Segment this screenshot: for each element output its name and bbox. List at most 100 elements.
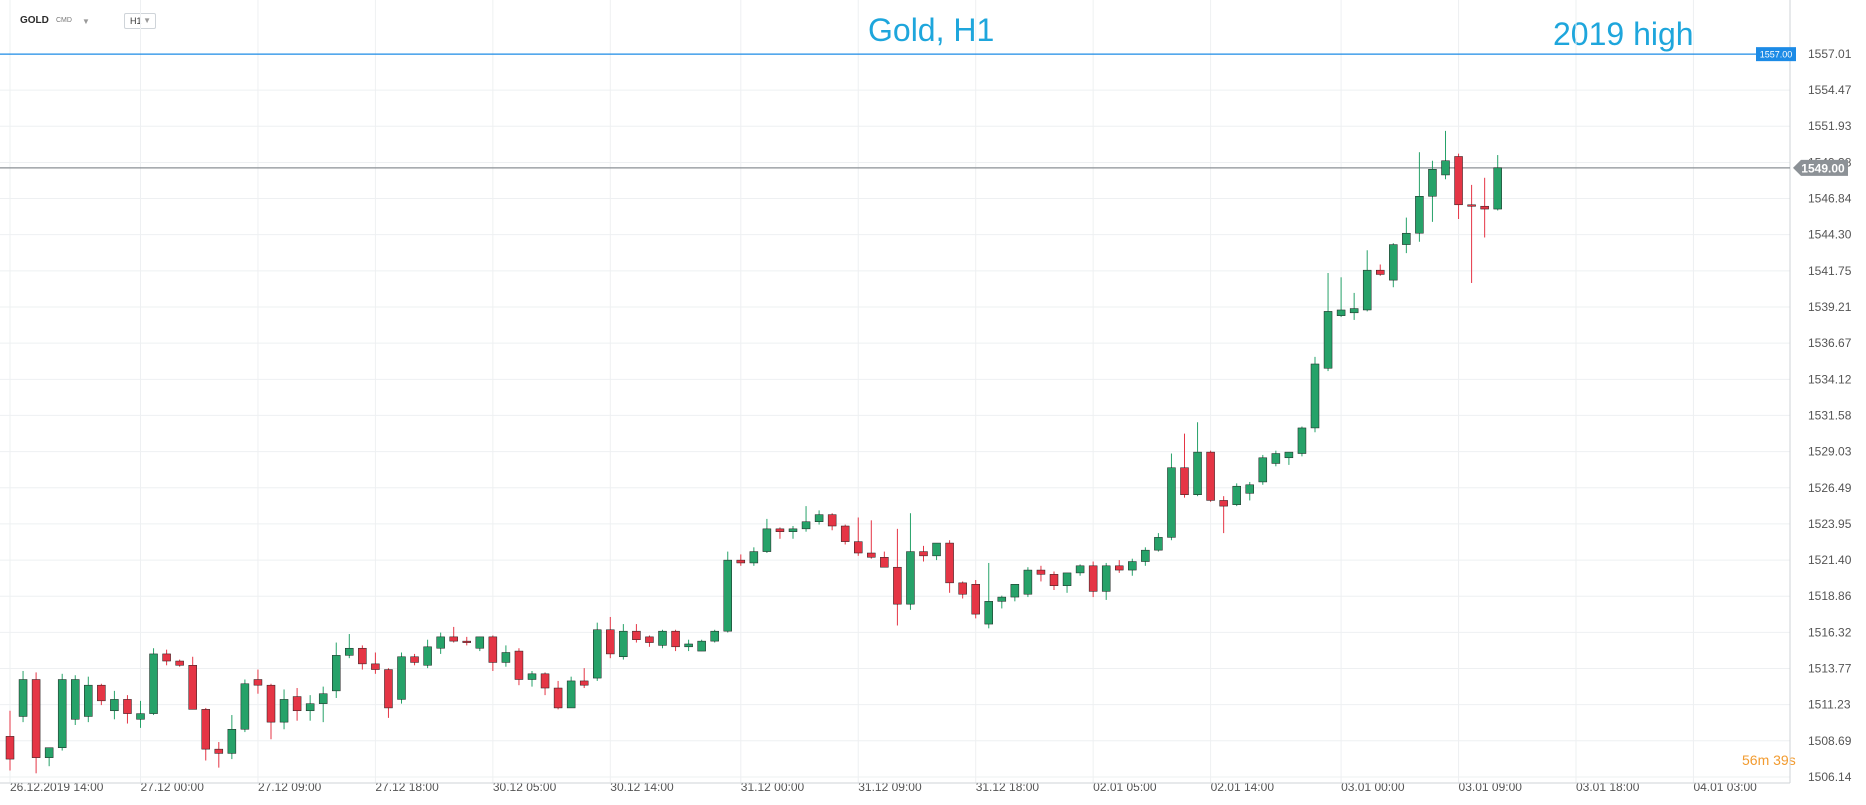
resistance-price-label: 1557.00 [1760, 50, 1793, 60]
x-tick-label: 27.12 09:00 [258, 780, 322, 794]
candle-body [514, 650, 524, 680]
x-tick-label: 31.12 00:00 [741, 780, 805, 794]
candle-body [110, 699, 119, 712]
y-tick-label: 1526.49 [1808, 481, 1852, 495]
x-tick-label: 30.12 05:00 [493, 780, 557, 794]
candle-body [240, 683, 250, 730]
candle-body [619, 630, 628, 658]
candle-body [18, 679, 28, 717]
candle-body [749, 551, 759, 564]
candle-body [71, 679, 80, 720]
candle-body [1480, 205, 1489, 210]
candle-body [462, 640, 471, 643]
asset-class-label[interactable]: CMD [56, 17, 72, 24]
y-tick-label: 1546.84 [1808, 192, 1852, 206]
candle-body [1154, 537, 1163, 551]
x-tick-label: 31.12 09:00 [858, 780, 922, 794]
candle-body [1454, 156, 1463, 206]
candle-body [266, 684, 276, 723]
candle-body [436, 636, 445, 649]
candle-body [880, 557, 889, 568]
chevron-down-icon: ▼ [143, 16, 151, 25]
candle-body [1323, 311, 1333, 369]
candle-body [1349, 308, 1359, 314]
candle-body [736, 559, 746, 564]
candle-body [449, 636, 458, 642]
candle-body [984, 601, 993, 625]
candle-body [553, 687, 563, 709]
candle-body [827, 514, 837, 527]
candle-body [84, 684, 93, 717]
candle-body [775, 528, 785, 532]
candle-body [358, 647, 367, 665]
candle-body [945, 542, 954, 584]
candle-body [1206, 451, 1215, 501]
current-price-label: 1549.00 [1801, 161, 1845, 175]
candle-countdown: 56m 39s [1742, 752, 1796, 768]
candle-body [540, 673, 550, 689]
x-tick-label: 03.01 00:00 [1341, 780, 1405, 794]
candle-body [188, 665, 197, 710]
candle-body [501, 652, 511, 663]
candle-body [893, 566, 902, 605]
candle-body [305, 703, 315, 712]
y-tick-label: 1516.32 [1808, 625, 1852, 639]
candle-body [1310, 363, 1320, 429]
y-tick-label: 1529.03 [1808, 445, 1852, 459]
candle-body [1036, 569, 1046, 575]
candle-body [227, 728, 237, 754]
candle-body [475, 636, 485, 649]
x-tick-label: 02.01 05:00 [1093, 780, 1157, 794]
candle-body [762, 528, 772, 552]
y-tick-label: 1539.21 [1808, 300, 1852, 314]
candle-body [906, 551, 915, 605]
candle-body [5, 736, 15, 760]
candle-body [801, 521, 811, 530]
candle-body [593, 629, 602, 679]
y-tick-label: 1531.58 [1808, 408, 1852, 422]
candle-body [1258, 457, 1268, 483]
candle-body [658, 630, 667, 646]
candle-body [1336, 309, 1346, 316]
y-tick-label: 1521.40 [1808, 553, 1852, 567]
candle-body [345, 647, 354, 656]
symbol-label[interactable]: GOLD [20, 15, 49, 26]
candle-body [1088, 565, 1098, 592]
x-tick-label: 26.12.2019 14:00 [10, 780, 104, 794]
candle-body [1049, 574, 1059, 586]
candle-body [423, 646, 432, 666]
candle-body [971, 584, 980, 615]
candle-body [958, 582, 967, 595]
candle-body [1193, 451, 1202, 495]
x-tick-label: 03.01 18:00 [1576, 780, 1640, 794]
candle-body [1284, 451, 1294, 459]
candle-body [1297, 427, 1307, 454]
candle-body [814, 514, 824, 522]
candle-body [723, 559, 732, 632]
candle-body [1493, 167, 1502, 210]
candle-body [854, 541, 863, 554]
y-tick-label: 1534.12 [1808, 372, 1852, 386]
candle-body [488, 636, 498, 663]
candle-body [1128, 561, 1137, 571]
candle-body [149, 653, 158, 714]
y-tick-label: 1544.30 [1808, 228, 1852, 242]
candle-body [788, 528, 798, 532]
candle-body [123, 699, 132, 714]
candle-body [1101, 565, 1111, 592]
candle-body [292, 696, 302, 712]
x-tick-label: 27.12 00:00 [141, 780, 205, 794]
candle-body [397, 656, 406, 700]
x-tick-label: 04.01 03:00 [1693, 780, 1757, 794]
candle-body [632, 630, 641, 640]
symbol-dropdown-icon[interactable]: ▼ [82, 17, 90, 26]
candle-body [1115, 565, 1124, 571]
candle-body [1467, 204, 1476, 207]
y-tick-label: 1511.23 [1808, 698, 1851, 712]
candle-body [175, 660, 184, 666]
y-tick-label: 1518.86 [1808, 589, 1852, 603]
candle-body [1010, 584, 1020, 598]
candle-body [371, 663, 380, 670]
candle-body [31, 679, 41, 758]
